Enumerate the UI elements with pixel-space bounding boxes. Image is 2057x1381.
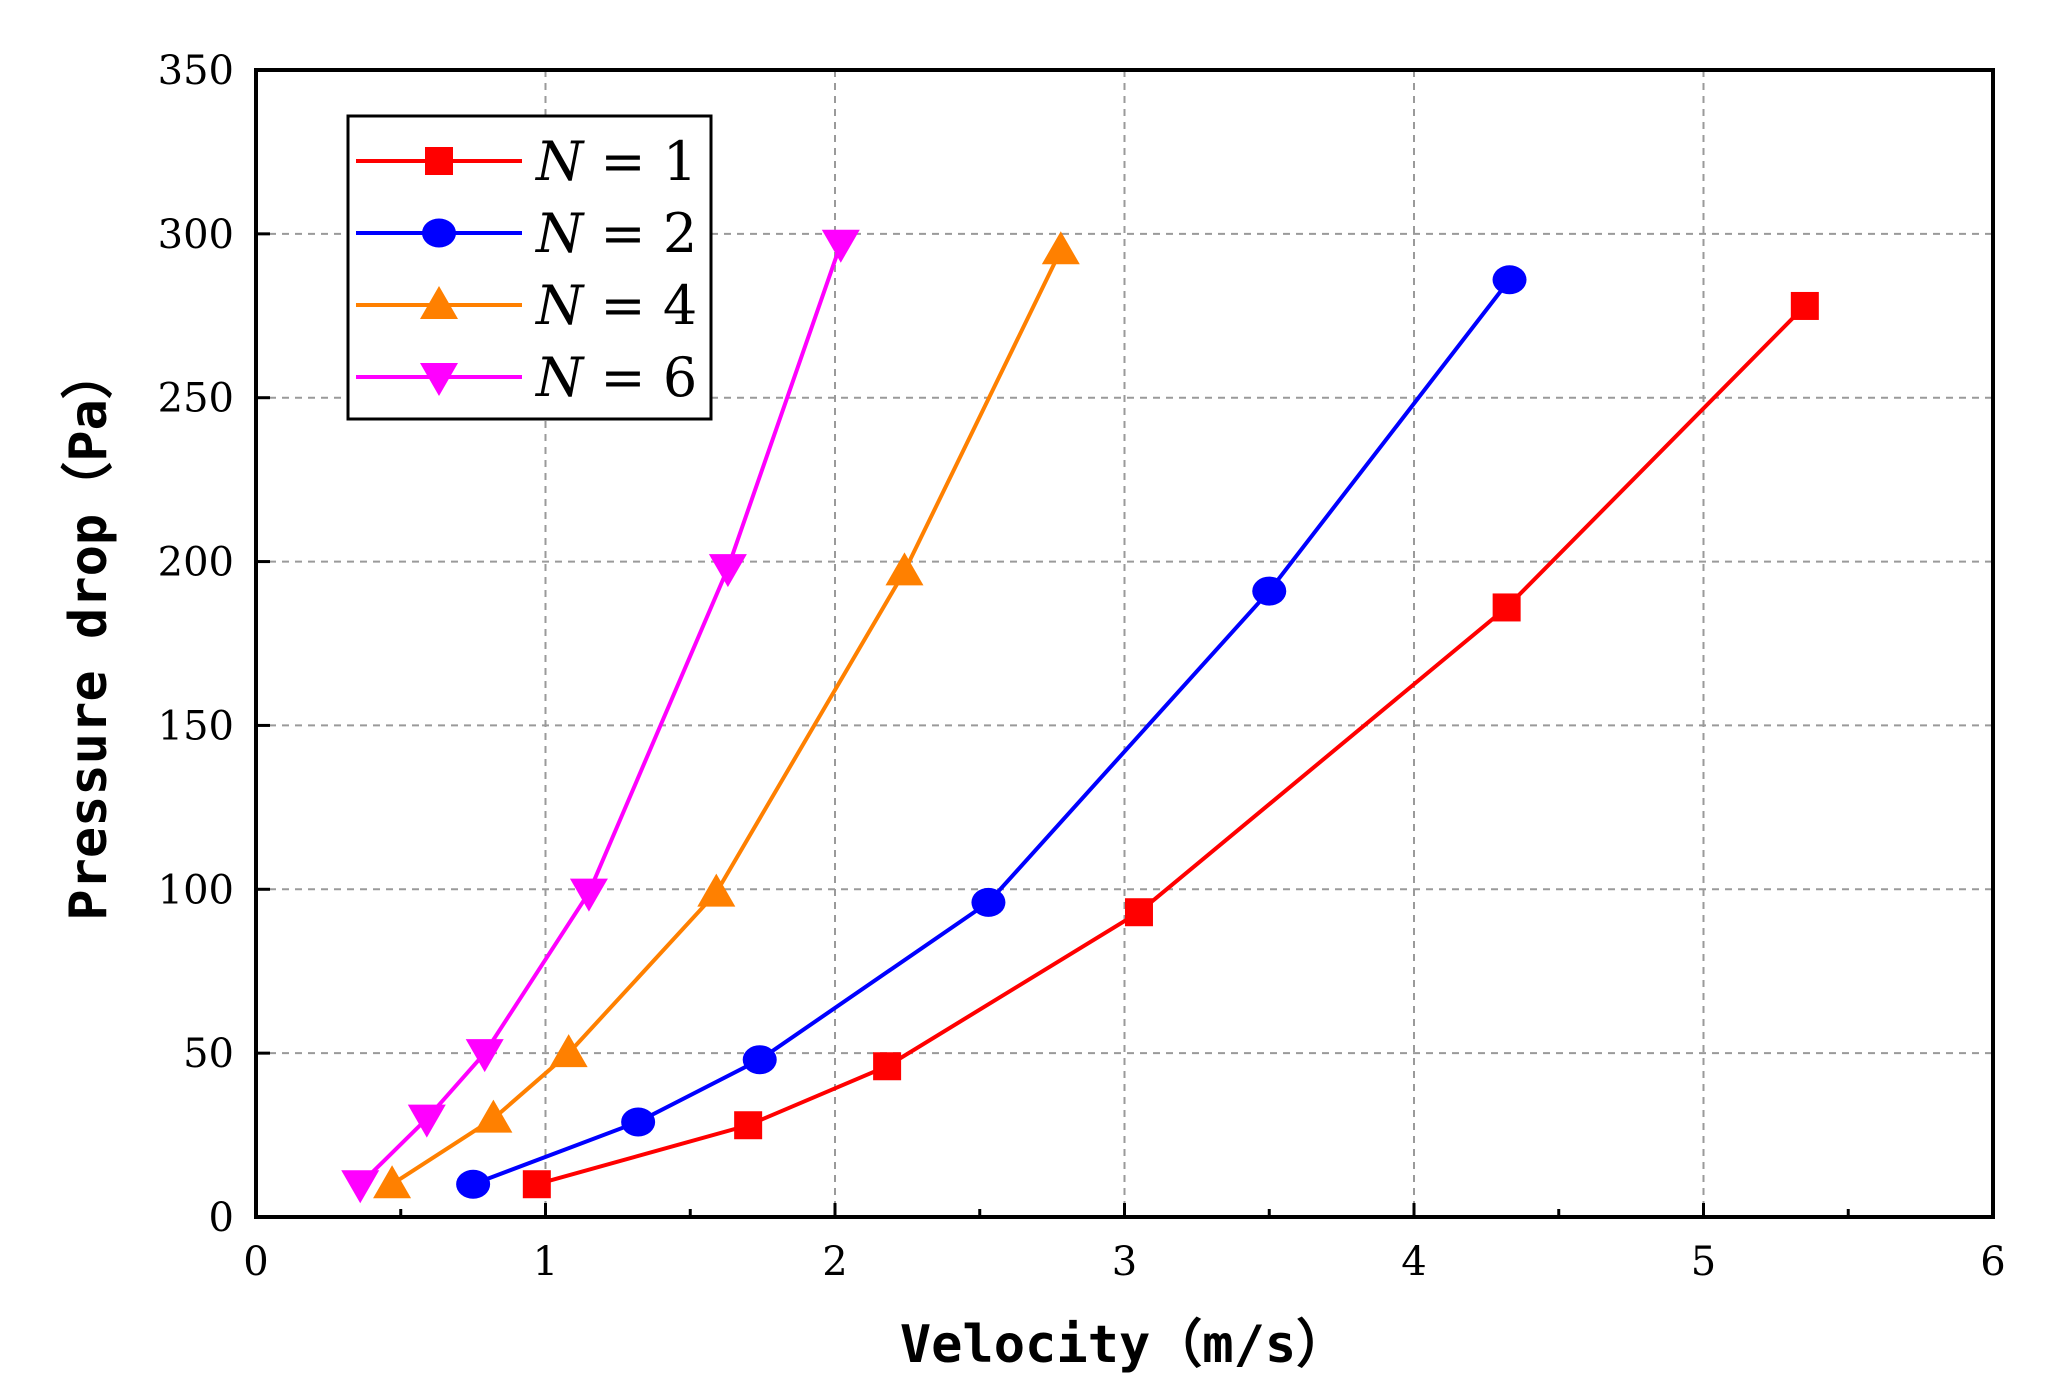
series-line	[536, 304, 1807, 1187]
axes: 0 1 2 3 4 5 6 0 50 100 150 200 250 300 350	[158, 48, 2006, 1285]
x-axis-title: Velocity（m/s）	[900, 1315, 1348, 1375]
data-point	[474, 1099, 513, 1133]
data-point	[697, 873, 736, 907]
x-tick-label: 4	[1401, 1239, 1426, 1285]
legend: N = 1 N = 2 N = 4 N = 6	[346, 114, 713, 421]
data-point	[465, 1039, 504, 1073]
data-point	[1492, 265, 1527, 295]
legend-box	[346, 114, 713, 421]
legend-label: N = 2	[534, 202, 697, 265]
legend-marker	[420, 286, 458, 319]
y-tick-label: 350	[158, 48, 234, 94]
series-4	[341, 229, 860, 1204]
y-tick-label: 100	[158, 867, 234, 913]
legend-marker	[422, 218, 456, 248]
series-3	[373, 231, 1080, 1199]
y-tick-label: 150	[158, 703, 234, 749]
series-2	[456, 265, 1527, 1199]
data-point	[456, 1169, 491, 1199]
legend-item: N = 4	[356, 274, 697, 337]
series-line	[358, 243, 843, 1186]
x-tick-label: 2	[822, 1239, 847, 1285]
data-point	[549, 1034, 588, 1068]
data-point	[873, 1052, 902, 1081]
data-point	[373, 1165, 412, 1199]
legend-label: N = 1	[534, 130, 697, 193]
data-point	[708, 554, 747, 588]
y-tick-label: 0	[209, 1195, 234, 1241]
x-tick-label: 5	[1691, 1239, 1716, 1285]
series-group	[341, 229, 1819, 1204]
series-1	[522, 291, 1819, 1199]
data-point	[885, 552, 924, 586]
data-point	[1041, 231, 1080, 265]
data-point	[971, 887, 1006, 917]
data-point	[1252, 576, 1287, 606]
data-point	[522, 1170, 551, 1199]
data-point	[621, 1107, 656, 1137]
data-point	[407, 1104, 446, 1138]
data-point	[341, 1170, 380, 1204]
data-point	[734, 1111, 763, 1140]
y-tick-label: 250	[158, 376, 234, 422]
y-tick-label: 300	[158, 212, 234, 258]
legend-marker	[420, 363, 458, 396]
data-point	[569, 878, 608, 912]
legend-item: N = 2	[356, 202, 697, 265]
data-point	[821, 229, 860, 263]
data-point	[1124, 898, 1153, 927]
series-line	[472, 278, 1512, 1187]
data-point	[742, 1045, 777, 1075]
y-tick-label: 200	[158, 540, 234, 586]
x-tick-label: 1	[533, 1239, 558, 1285]
data-point	[1790, 291, 1819, 320]
legend-item: N = 6	[356, 346, 697, 409]
legend-item: N = 1	[356, 130, 697, 193]
y-axis-title: Pressure drop（Pa）	[59, 347, 119, 921]
x-tick-label: 0	[243, 1239, 268, 1285]
data-point	[1492, 593, 1521, 622]
legend-label: N = 4	[534, 274, 697, 337]
legend-label: N = 6	[534, 346, 697, 409]
x-tick-label: 3	[1112, 1239, 1137, 1285]
x-tick-label: 6	[1980, 1239, 2005, 1285]
legend-marker	[425, 147, 453, 175]
y-tick-label: 50	[183, 1031, 234, 1077]
